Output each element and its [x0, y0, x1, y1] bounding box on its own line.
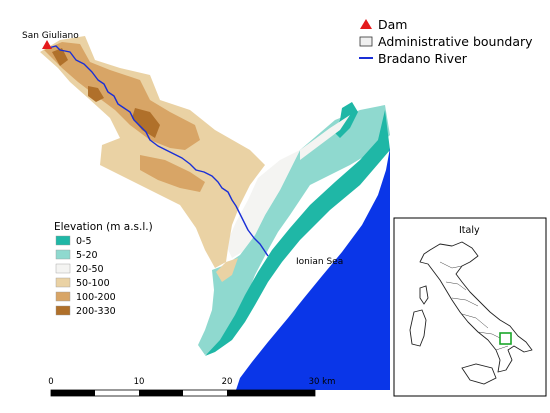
ridges-200-330 [132, 108, 160, 138]
scale-segment-2 [139, 390, 183, 396]
legend-class-5-20: 5-20 [76, 250, 98, 261]
legend-class-50-100: 50-100 [76, 278, 110, 289]
scale-label-30: 30 km [309, 377, 336, 387]
dam-marker [42, 40, 52, 49]
legend-boundary-label: Administrative boundary [378, 34, 533, 49]
elevation-legend: Elevation (m a.s.l.) 0-5 5-20 20-50 50-1… [54, 221, 153, 317]
inset-map: Italy [393, 217, 547, 397]
boundary-legend-icon [359, 36, 373, 47]
map-legend: Dam Administrative boundary Bradano Rive… [359, 17, 533, 66]
legend-dam-label: Dam [378, 17, 407, 32]
upland-20-50-north [300, 115, 350, 160]
upland-20-50 [226, 150, 300, 258]
legend-class-0-5: 0-5 [76, 236, 92, 247]
inset-title: Italy [459, 225, 480, 236]
bradano-river [47, 45, 269, 257]
hills-100-200 [44, 42, 200, 150]
legend-class-100-200: 100-200 [76, 292, 116, 303]
swatch-50-100 [55, 277, 71, 288]
sardinia-outline [409, 309, 427, 347]
swatch-200-330 [55, 305, 71, 316]
lowland-0-5 [205, 110, 390, 356]
swatch-0-5 [55, 235, 71, 246]
region-boundaries [439, 261, 509, 351]
dam-legend-icon [360, 19, 372, 29]
terrain [40, 36, 390, 356]
study-area-highlight [499, 332, 512, 345]
corsica-outline [419, 285, 429, 305]
scale-segment-3 [227, 390, 315, 396]
tongue-50-100 [216, 258, 238, 282]
coastal-plain [198, 105, 390, 355]
swatch-20-50 [55, 263, 71, 274]
swatch-5-20 [55, 249, 71, 260]
italy-outline [419, 241, 533, 373]
hills-100-200-b [140, 155, 205, 192]
ridges-200-330-b [52, 48, 68, 66]
swatch-100-200 [55, 291, 71, 302]
legend-class-200-330: 200-330 [76, 306, 116, 317]
legend-river-label: Bradano River [378, 51, 468, 66]
ridges-200-330-c [88, 86, 104, 102]
scale-label-10: 10 [134, 377, 145, 387]
elevation-legend-title: Elevation (m a.s.l.) [54, 221, 153, 233]
scale-segment-1 [51, 390, 95, 396]
sicily-outline [461, 363, 497, 385]
legend-class-20-50: 20-50 [76, 264, 104, 275]
scale-label-0: 0 [48, 377, 53, 387]
sea-label: Ionian Sea [296, 257, 343, 267]
dam-label: San Giuliano [22, 31, 79, 41]
ionian-sea [236, 148, 390, 390]
scale-bar: 0 10 20 30 km [48, 377, 336, 397]
scale-label-20: 20 [222, 377, 233, 387]
